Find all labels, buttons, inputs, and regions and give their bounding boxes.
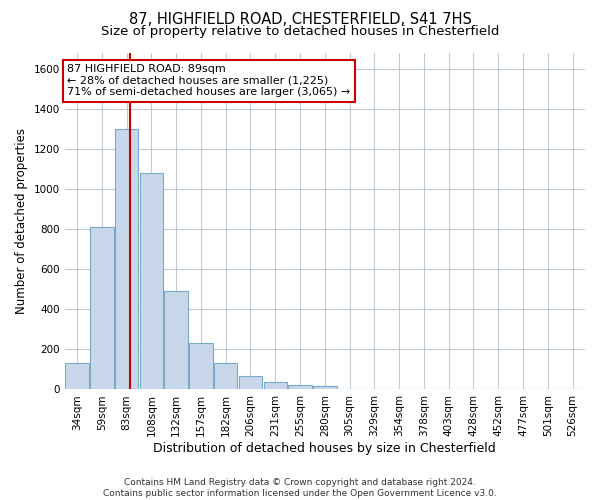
Bar xyxy=(90,227,113,390)
X-axis label: Distribution of detached houses by size in Chesterfield: Distribution of detached houses by size … xyxy=(154,442,496,455)
Y-axis label: Number of detached properties: Number of detached properties xyxy=(15,128,28,314)
Text: Contains HM Land Registry data © Crown copyright and database right 2024.
Contai: Contains HM Land Registry data © Crown c… xyxy=(103,478,497,498)
Text: Size of property relative to detached houses in Chesterfield: Size of property relative to detached ho… xyxy=(101,25,499,38)
Bar xyxy=(288,386,312,390)
Text: 87, HIGHFIELD ROAD, CHESTERFIELD, S41 7HS: 87, HIGHFIELD ROAD, CHESTERFIELD, S41 7H… xyxy=(128,12,472,28)
Text: 87 HIGHFIELD ROAD: 89sqm
← 28% of detached houses are smaller (1,225)
71% of sem: 87 HIGHFIELD ROAD: 89sqm ← 28% of detach… xyxy=(67,64,350,98)
Bar xyxy=(214,364,238,390)
Bar xyxy=(65,364,89,390)
Bar xyxy=(189,344,213,390)
Bar xyxy=(239,376,262,390)
Bar xyxy=(115,128,139,390)
Bar xyxy=(313,386,337,390)
Bar xyxy=(140,173,163,390)
Bar xyxy=(263,382,287,390)
Bar xyxy=(164,291,188,390)
